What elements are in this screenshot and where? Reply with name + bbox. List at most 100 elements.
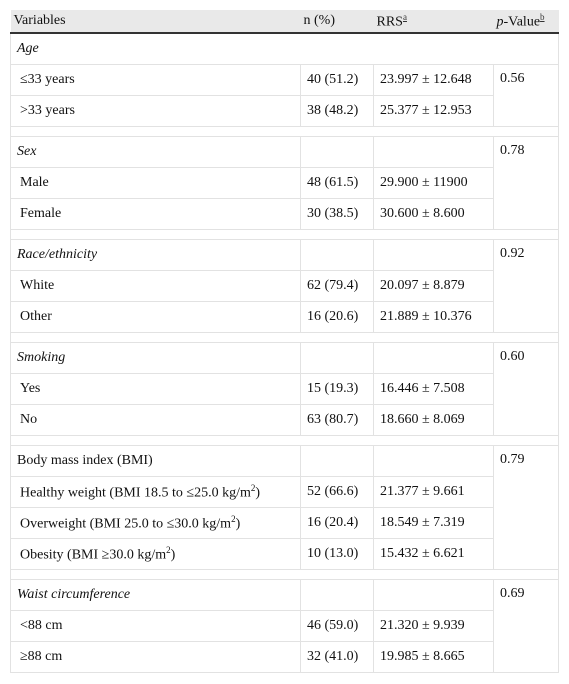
empty-cell [373,579,494,611]
n-cell: 62 (79.4) [300,270,374,302]
header-text: n (%) [303,13,336,28]
spacer-row [10,126,559,137]
rrs-cell: 21.889 ± 10.376 [373,301,494,333]
superscript: 2 [250,482,256,493]
variable-label: Healthy weight (BMI 18.5 to ≤25.0 kg/m [20,485,251,501]
rrs-cell: 30.600 ± 8.600 [373,198,494,230]
data-row: No 63 (80.7) 18.660 ± 8.069 [10,404,559,436]
empty-cell [373,445,494,477]
rrs-cell: 18.660 ± 8.069 [373,404,494,436]
group-cell: Smoking [10,342,301,374]
data-row: <88 cm 46 (59.0) 21.320 ± 9.939 [10,610,559,642]
rrs-cell: 20.097 ± 8.879 [373,270,494,302]
group-title: Smoking [17,350,66,365]
n-cell: 15 (19.3) [300,373,374,405]
empty-cell [373,136,494,168]
spacer-row [10,435,559,446]
variable-cell: >33 years [10,95,301,127]
variable-cell: White [10,270,301,302]
rrs-cell: 16.446 ± 7.508 [373,373,494,405]
header-text: RRS [376,14,403,30]
data-row: White 62 (79.4) 20.097 ± 8.879 [10,270,559,302]
group-cell: Age [10,32,559,65]
variable-label: No [20,412,38,427]
table-body: Age ≤33 years 40 (51.2) 23.997 ± 12.648 0.56… [10,32,559,673]
data-row: Other 16 (20.6) 21.889 ± 10.376 [10,301,559,333]
variable-cell: Female [10,198,301,230]
superscript: 2 [166,544,171,555]
variable-label: Overweight (BMI 25.0 to ≤30.0 kg/m [20,516,232,532]
rrs-cell: 29.900 ± 11900 [373,167,494,199]
empty-cell [300,239,374,271]
empty-cell [300,445,374,477]
data-row: Obesity (BMI ≥30.0 kg/m2) 10 (13.0) 15.432… [10,538,559,570]
variable-label: Obesity (BMI ≥30.0 kg/m [20,547,167,563]
variable-cell: Overweight (BMI 25.0 to ≤30.0 kg/m2) [10,507,301,539]
n-cell: 16 (20.6) [300,301,374,333]
spacer-cell [10,126,559,137]
spacer-cell [10,435,559,446]
data-table: Variables n (%) RRSa p-Valueb Age ≤33 years 4… [10,10,559,673]
p-value: 0.92 [493,239,559,333]
spacer-row [10,229,559,240]
p-value: 0.56 [493,64,559,127]
group-title: Race/ethnicity [17,247,98,262]
variable-cell: Male [10,167,301,199]
variable-label: Male [20,175,49,190]
n-cell: 16 (20.4) [300,507,374,539]
header-cell: RRSa [373,10,494,34]
group-row: Age [10,32,559,65]
header-cell: p-Valueb [493,10,559,34]
data-row: Healthy weight (BMI 18.5 to ≤25.0 kg/m2)… [10,476,559,508]
n-cell: 10 (13.0) [300,538,374,570]
variable-label-end: ) [170,547,176,563]
n-cell: 38 (48.2) [300,95,374,127]
variable-label: ≤33 years [20,72,75,87]
table-container: Variables n (%) RRSa p-Valueb Age ≤33 years 4… [10,10,559,673]
header-italic: p [496,14,504,30]
header-cell: n (%) [300,10,374,34]
footnote-mark: a [402,11,407,22]
rrs-cell: 15.432 ± 6.621 [373,538,494,570]
variable-label: >33 years [20,103,75,118]
group-title: Sex [17,144,37,159]
group-cell: Race/ethnicity [10,239,301,271]
n-cell: 63 (80.7) [300,404,374,436]
group-row: Smoking 0.60 [10,342,559,436]
n-cell: 32 (41.0) [300,641,374,673]
variable-label-end: ) [255,485,261,501]
data-row: >33 years 38 (48.2) 25.377 ± 12.953 [10,95,559,127]
data-row: Overweight (BMI 25.0 to ≤30.0 kg/m2) 16 (… [10,507,559,539]
variable-label: Yes [20,381,41,396]
spacer-cell [10,332,559,343]
rrs-cell: 23.997 ± 12.648 [373,64,494,96]
spacer-row [10,569,559,580]
group-title: Waist circumference [17,587,131,602]
n-cell: 40 (51.2) [300,64,374,96]
p-value: 0.78 [493,136,559,230]
rrs-cell: 18.549 ± 7.319 [373,507,494,539]
variable-cell: ≥88 cm [10,641,301,673]
group-title: Age [17,41,39,56]
variable-label-end: ) [235,516,241,532]
variable-label: <88 cm [20,618,63,633]
header-cell: Variables [10,10,301,34]
n-cell: 52 (66.6) [300,476,374,508]
group-cell: Sex [10,136,301,168]
header-text: -Value [503,14,541,30]
group-row: Race/ethnicity 0.92 [10,239,559,333]
empty-cell [300,342,374,374]
rrs-cell: 25.377 ± 12.953 [373,95,494,127]
variable-label: Other [20,309,52,324]
p-value: 0.69 [493,579,559,673]
rrs-cell: 21.320 ± 9.939 [373,610,494,642]
data-row: ≥88 cm 32 (41.0) 19.985 ± 8.665 [10,641,559,673]
p-value: 0.60 [493,342,559,436]
variable-cell: Other [10,301,301,333]
header-row: Variables n (%) RRSa p-Valueb [10,10,559,34]
empty-cell [373,239,494,271]
group-title: Body mass index (BMI) [17,453,153,468]
superscript: 2 [231,513,236,524]
header-text: Variables [13,13,66,28]
